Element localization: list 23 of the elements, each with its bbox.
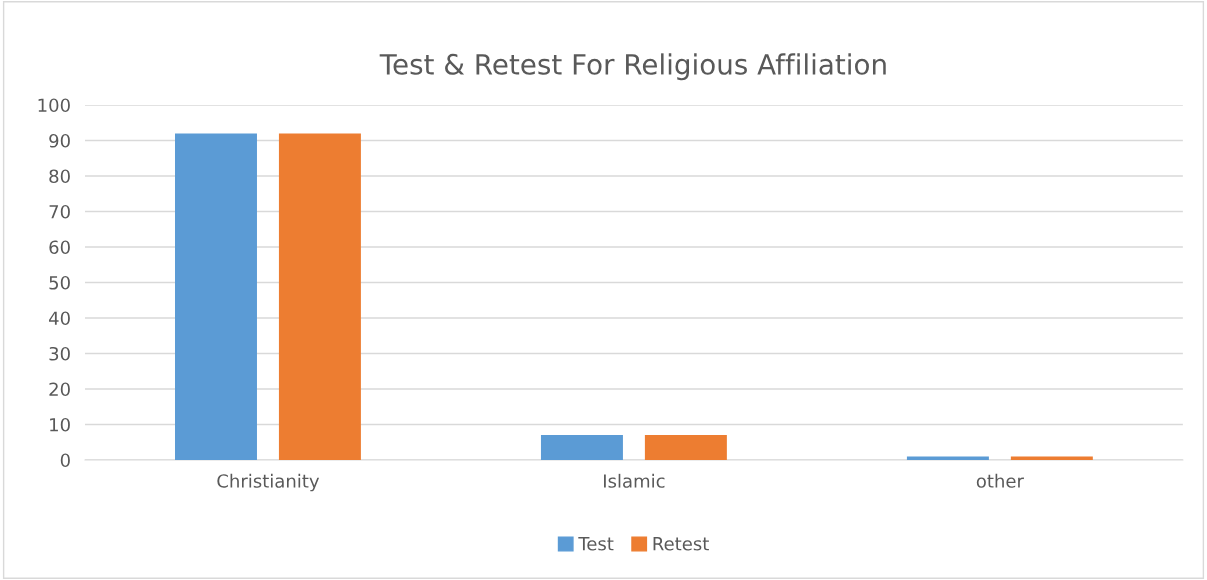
chart-title: Test & Retest For Religious Affiliation bbox=[379, 53, 886, 81]
y-tick-label: 90 bbox=[49, 133, 70, 148]
y-tick-label: 100 bbox=[38, 98, 70, 113]
legend-label: Retest bbox=[653, 537, 709, 551]
bar bbox=[278, 133, 361, 460]
y-tick-label: 40 bbox=[48, 311, 70, 326]
x-tick-label: Islamic bbox=[604, 473, 665, 488]
bar bbox=[175, 133, 257, 460]
x-tick-label: Christianity bbox=[217, 473, 320, 492]
bar bbox=[1010, 456, 1093, 460]
y-tick-label: 0 bbox=[60, 453, 70, 468]
y-tick-label: 70 bbox=[49, 204, 70, 219]
y-tick-label: 10 bbox=[50, 417, 70, 432]
bar bbox=[644, 435, 727, 460]
bar bbox=[540, 435, 623, 460]
y-tick-label: 80 bbox=[49, 169, 70, 184]
y-tick-label: 50 bbox=[49, 275, 70, 290]
y-tick-label: 30 bbox=[49, 346, 70, 361]
x-tick-label: other bbox=[976, 473, 1024, 488]
y-tick-label: 20 bbox=[49, 382, 70, 397]
bar bbox=[906, 456, 989, 460]
y-tick-label: 60 bbox=[49, 240, 70, 255]
legend-label: Test bbox=[578, 537, 614, 551]
